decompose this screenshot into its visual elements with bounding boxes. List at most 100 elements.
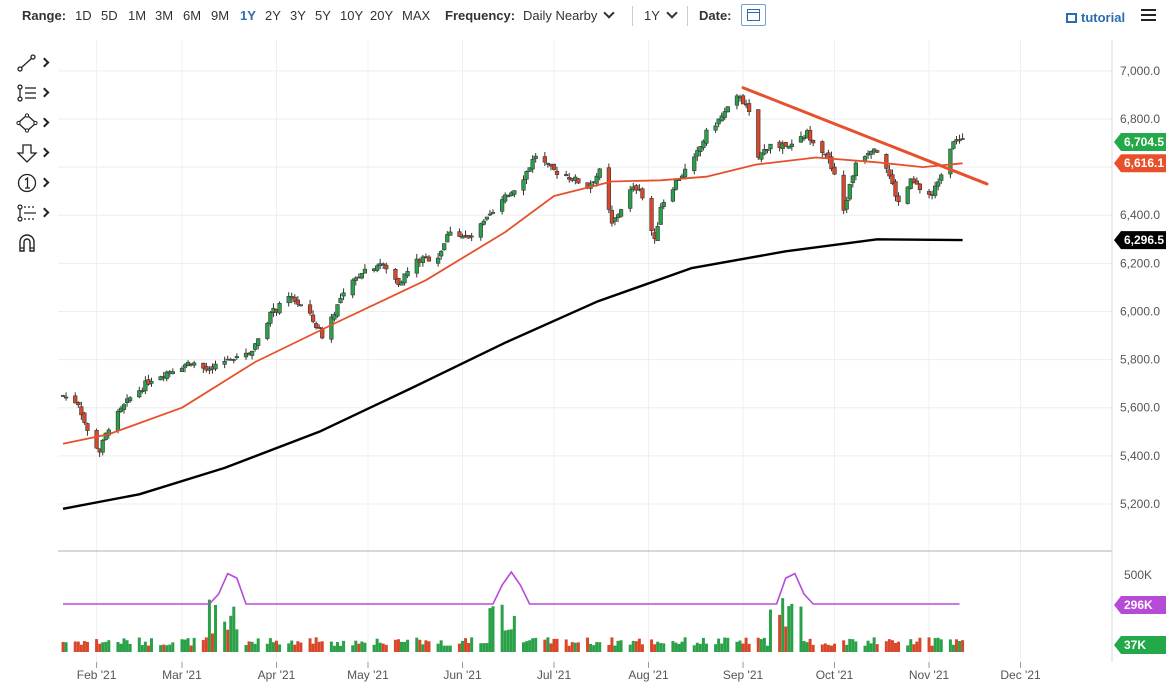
- range-button-5y[interactable]: 5Y: [315, 8, 331, 23]
- tool-trendline[interactable]: [14, 52, 52, 74]
- candle-body: [399, 281, 404, 286]
- tool-fibonacci[interactable]: [14, 82, 52, 104]
- volume-tick-label: 500K: [1124, 568, 1152, 582]
- candle-body: [811, 140, 816, 144]
- price-tick-label: 7,000.0: [1120, 64, 1160, 78]
- volume-bar: [887, 639, 891, 652]
- range-button-5d[interactable]: 5D: [101, 8, 118, 23]
- range-button-max[interactable]: MAX: [402, 8, 431, 23]
- volume-bar: [598, 642, 602, 652]
- candle-body: [137, 390, 142, 398]
- tool-annotation[interactable]: [14, 172, 52, 194]
- chevron-down-icon: [666, 7, 678, 19]
- candle-body: [500, 199, 505, 212]
- range-button-9m[interactable]: 9M: [211, 8, 230, 23]
- range-button-6m[interactable]: 6M: [183, 8, 202, 23]
- volume-bar: [268, 638, 272, 652]
- volume-bar: [823, 643, 827, 652]
- volume-bar: [214, 604, 218, 652]
- price-tick-label: 6,400.0: [1120, 208, 1160, 222]
- tool-shapes[interactable]: [14, 112, 52, 134]
- volume-bar: [592, 645, 596, 652]
- tool-magnet[interactable]: [14, 232, 52, 254]
- volume-bar: [701, 637, 705, 652]
- range-button-3y[interactable]: 3Y: [290, 8, 306, 23]
- range-button-10y[interactable]: 10Y: [340, 8, 364, 23]
- volume-bar: [811, 644, 815, 652]
- frequency-select[interactable]: Daily Nearby: [523, 7, 616, 24]
- hamburger-menu-icon[interactable]: [1141, 9, 1156, 22]
- volume-bar: [833, 643, 837, 652]
- volume-average-tag-bg: [1114, 596, 1166, 614]
- candle-body: [79, 406, 84, 416]
- volume-bar: [735, 641, 739, 652]
- candle-body: [94, 430, 99, 449]
- volume-bar: [149, 638, 153, 652]
- volume-bar: [342, 640, 346, 652]
- candle-body: [530, 159, 535, 170]
- volume-last-tag: 37K: [1124, 638, 1146, 652]
- range-button-1d[interactable]: 1D: [75, 8, 92, 23]
- candle-body: [542, 156, 547, 163]
- date-picker-button[interactable]: [741, 4, 766, 26]
- volume-bar: [958, 640, 962, 652]
- candle-body: [445, 234, 450, 243]
- volume-bar: [357, 643, 361, 652]
- range-button-3m[interactable]: 3M: [155, 8, 174, 23]
- arrow-down-icon: [16, 144, 38, 163]
- volume-bar: [640, 644, 644, 652]
- candle-body: [353, 277, 358, 281]
- candle-body: [567, 177, 572, 180]
- tutorial-link[interactable]: tutorial: [1066, 10, 1125, 25]
- candle-body: [960, 138, 965, 140]
- volume-bar: [634, 641, 638, 652]
- volume-last-tag-bg: [1114, 636, 1166, 654]
- candle-body: [884, 154, 889, 169]
- frequency-label: Frequency:: [445, 8, 516, 23]
- candle-body: [808, 129, 813, 141]
- candle-body: [436, 257, 441, 264]
- tool-arrow[interactable]: [14, 142, 52, 164]
- volume-bar: [418, 639, 422, 652]
- range-button-1y[interactable]: 1Y: [240, 8, 256, 23]
- date-tick-label: Aug '21: [628, 668, 669, 682]
- volume-bar: [186, 638, 190, 652]
- range-button-1m[interactable]: 1M: [128, 8, 147, 23]
- frequency-value: Daily Nearby: [523, 8, 598, 23]
- candle-body: [63, 396, 69, 399]
- volume-bar: [875, 644, 879, 652]
- volume-bar: [320, 641, 324, 652]
- volume-bar: [162, 644, 166, 652]
- volume-bar: [531, 638, 535, 652]
- candle-body: [844, 199, 849, 210]
- candle-body: [655, 226, 660, 241]
- volume-bar: [296, 641, 300, 652]
- candle-body: [234, 356, 239, 359]
- candle-body: [76, 401, 81, 406]
- volume-bar: [180, 639, 184, 652]
- volume-bar: [384, 644, 388, 652]
- candle-body: [783, 141, 788, 147]
- candle-body: [103, 432, 108, 440]
- volume-bar: [125, 640, 129, 652]
- candle-body: [140, 390, 145, 392]
- range-button-20y[interactable]: 20Y: [370, 8, 394, 23]
- candle-body: [82, 412, 87, 423]
- volume-bar: [482, 643, 486, 652]
- volume-bar: [897, 641, 901, 652]
- range-button-2y[interactable]: 2Y: [265, 8, 281, 23]
- volume-bar: [607, 644, 611, 652]
- period-select[interactable]: 1Y: [644, 7, 678, 24]
- candle-body: [554, 170, 560, 175]
- volume-bar: [140, 645, 144, 652]
- candle-body: [640, 188, 645, 199]
- candle-body: [649, 198, 654, 232]
- volume-bar: [909, 639, 913, 652]
- candle-body: [820, 141, 825, 153]
- volume-bar: [683, 637, 687, 652]
- candle-body: [359, 272, 364, 279]
- volume-bar: [445, 645, 449, 652]
- tool-measure[interactable]: [14, 202, 52, 224]
- volume-bar: [781, 598, 785, 652]
